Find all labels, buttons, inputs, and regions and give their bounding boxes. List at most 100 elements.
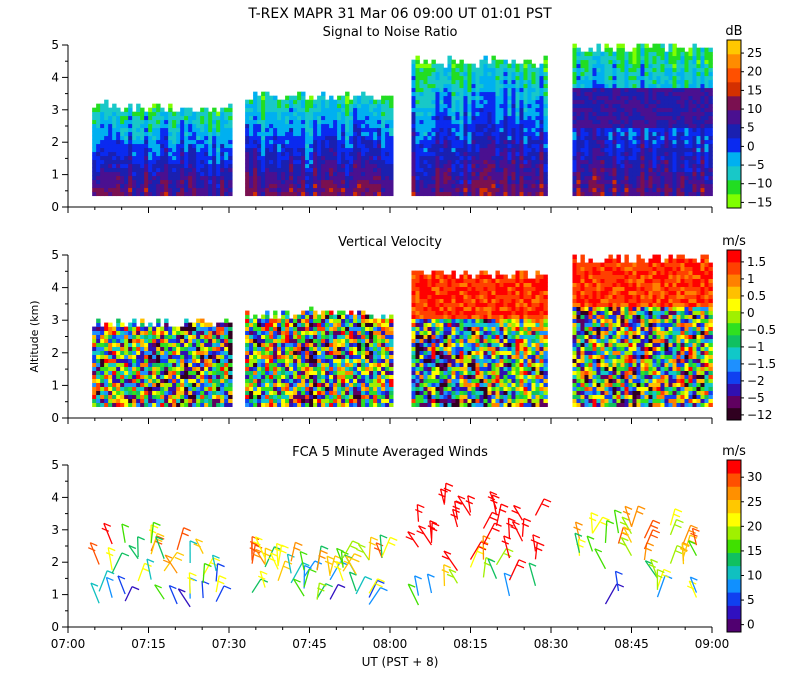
heatmap-cell	[479, 127, 484, 133]
heatmap-cell	[696, 183, 701, 189]
heatmap-cell	[208, 127, 213, 133]
heatmap-cell	[116, 390, 121, 395]
heatmap-cell	[333, 191, 338, 197]
heatmap-cell	[519, 115, 524, 121]
heatmap-cell	[660, 179, 665, 185]
heatmap-cell	[483, 59, 488, 65]
heatmap-cell	[228, 131, 233, 137]
heatmap-cell	[608, 79, 613, 85]
heatmap-cell	[475, 183, 480, 189]
heatmap-cell	[361, 123, 366, 129]
heatmap-cell	[415, 67, 420, 73]
heatmap-cell	[459, 115, 464, 121]
heatmap-cell	[439, 83, 444, 89]
heatmap-cell	[212, 402, 217, 407]
heatmap-cell	[435, 75, 440, 81]
heatmap-cell	[148, 143, 153, 149]
heatmap-cell	[92, 131, 97, 137]
heatmap-cell	[584, 87, 589, 93]
heatmap-cell	[196, 183, 201, 189]
heatmap-cell	[273, 147, 278, 153]
heatmap-cell	[313, 119, 318, 125]
heatmap-cell	[519, 67, 524, 73]
heatmap-cell	[644, 163, 649, 169]
heatmap-cell	[128, 382, 133, 387]
heatmap-cell	[196, 115, 201, 121]
heatmap-cell	[321, 107, 326, 113]
heatmap-cell	[459, 59, 464, 65]
heatmap-cell	[325, 175, 330, 181]
heatmap-cell	[216, 350, 221, 355]
heatmap-cell	[588, 171, 593, 177]
heatmap-cell	[423, 139, 428, 145]
heatmap-cell	[491, 191, 496, 197]
heatmap-cell	[419, 71, 424, 77]
heatmap-cell	[692, 131, 697, 137]
heatmap-cell	[228, 175, 233, 181]
heatmap-cell	[704, 63, 709, 69]
heatmap-cell	[385, 107, 390, 113]
heatmap-cell	[196, 111, 201, 117]
heatmap-cell	[543, 191, 548, 197]
heatmap-cell	[415, 167, 420, 173]
heatmap-cell	[365, 191, 370, 197]
heatmap-cell	[616, 163, 621, 169]
heatmap-cell	[656, 63, 661, 69]
heatmap-cell	[423, 87, 428, 93]
heatmap-cell	[385, 139, 390, 145]
heatmap-cell	[459, 147, 464, 153]
heatmap-cell	[152, 402, 157, 407]
heatmap-cell	[261, 139, 266, 145]
heatmap-cell	[467, 183, 472, 189]
heatmap-cell	[640, 155, 645, 161]
heatmap-cell	[479, 187, 484, 193]
heatmap-cell	[100, 378, 105, 383]
heatmap-cell	[515, 135, 520, 141]
heatmap-cell	[317, 163, 322, 169]
heatmap-cell	[680, 87, 685, 93]
heatmap-cell	[648, 79, 653, 85]
heatmap-cell	[656, 123, 661, 129]
heatmap-cell	[495, 123, 500, 129]
heatmap-cell	[136, 123, 141, 129]
heatmap-cell	[704, 191, 709, 197]
heatmap-cell	[168, 191, 173, 197]
figure-title: T-REX MAPR 31 Mar 06 09:00 UT 01:01 PST	[247, 6, 552, 22]
heatmap-cell	[353, 131, 358, 137]
heatmap-cell	[196, 390, 201, 395]
heatmap-cell	[495, 183, 500, 189]
heatmap-cell	[361, 179, 366, 185]
heatmap-cell	[188, 386, 193, 391]
heatmap-cell	[632, 67, 637, 73]
heatmap-cell	[128, 346, 133, 351]
heatmap-cell	[136, 402, 141, 407]
heatmap-cell	[204, 342, 209, 347]
heatmap-cell	[668, 127, 673, 133]
heatmap-cell	[172, 334, 177, 339]
heatmap-cell	[519, 99, 524, 105]
heatmap-cell	[96, 171, 101, 177]
heatmap-cell	[624, 131, 629, 137]
colorbar-swatch	[727, 138, 741, 153]
heatmap-cell	[253, 171, 258, 177]
heatmap-cell	[313, 147, 318, 153]
heatmap-cell	[539, 167, 544, 173]
heatmap-cell	[116, 322, 121, 327]
heatmap-cell	[636, 67, 641, 73]
heatmap-cell	[116, 119, 121, 125]
heatmap-cell	[128, 402, 133, 407]
heatmap-cell	[620, 167, 625, 173]
heatmap-cell	[668, 43, 673, 49]
heatmap-cell	[459, 95, 464, 101]
heatmap-cell	[684, 107, 689, 113]
heatmap-cell	[519, 75, 524, 81]
heatmap-cell	[688, 87, 693, 93]
heatmap-cell	[148, 183, 153, 189]
heatmap-cell	[483, 99, 488, 105]
heatmap-cell	[116, 346, 121, 351]
heatmap-cell	[692, 175, 697, 181]
heatmap-cell	[608, 163, 613, 169]
heatmap-cell	[329, 111, 334, 117]
heatmap-cell	[96, 135, 101, 141]
heatmap-cell	[600, 71, 605, 77]
